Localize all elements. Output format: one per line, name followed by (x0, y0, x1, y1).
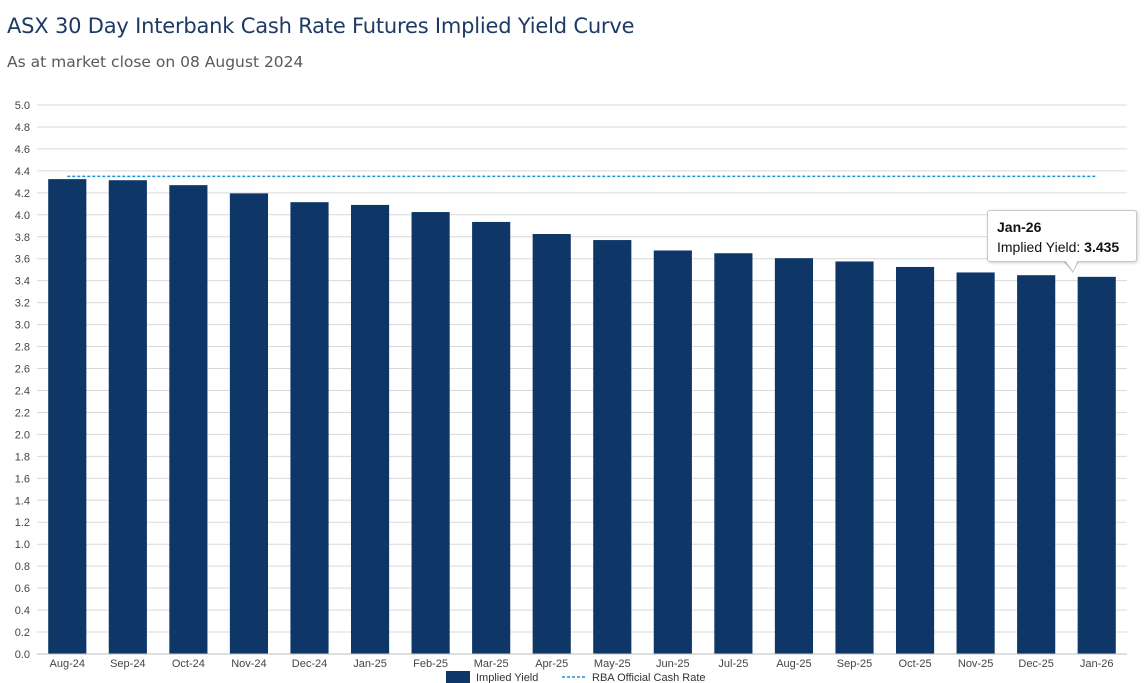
y-tick-label: 0.2 (15, 627, 30, 639)
bar-implied-yield (774, 258, 814, 654)
y-tick-label: 2.6 (15, 364, 30, 376)
bar-implied-yield (1077, 276, 1116, 654)
y-tick-label: 2.2 (15, 407, 30, 419)
data-tooltip: Jan-26 Implied Yield: 3.435 (987, 210, 1137, 262)
x-tick-label: Feb-25 (413, 658, 448, 670)
y-tick-label: 2.0 (15, 429, 30, 441)
x-tick-label: Aug-25 (776, 658, 811, 670)
y-tick-label: 1.6 (15, 473, 30, 485)
bar-implied-yield (956, 272, 995, 654)
bar-implied-yield (350, 204, 390, 654)
x-tick-label: Jan-25 (353, 658, 387, 670)
chart-subtitle: As at market close on 08 August 2024 (7, 53, 304, 71)
legend-label-implied-yield: Implied Yield (476, 672, 538, 683)
x-tick-label: Oct-25 (899, 658, 932, 670)
bar-implied-yield (229, 193, 269, 655)
y-tick-label: 3.4 (15, 276, 30, 288)
y-tick-label: 0.6 (15, 583, 30, 595)
bar-implied-yield (895, 266, 935, 654)
bar-implied-yield (653, 250, 692, 655)
bar-implied-yield (169, 185, 208, 655)
bar-implied-yield (714, 253, 753, 655)
bar-implied-yield (593, 240, 632, 654)
x-tick-label: May-25 (594, 658, 631, 670)
tooltip-label: Implied Yield: (997, 239, 1081, 255)
legend-label-rba-cash-rate: RBA Official Cash Rate (592, 672, 706, 683)
y-tick-label: 1.4 (15, 495, 30, 507)
x-tick-label: Aug-24 (50, 658, 85, 670)
tooltip-value: 3.435 (1084, 239, 1120, 255)
legend-swatch-implied-yield (446, 671, 470, 683)
tooltip-title: Jan-26 (997, 219, 1042, 235)
tooltip-line: Implied Yield: 3.435 (997, 237, 1127, 257)
y-tick-label: 5.0 (15, 100, 30, 112)
bar-implied-yield (411, 212, 450, 654)
bar-implied-yield (532, 234, 571, 654)
y-tick-label: 1.2 (15, 517, 30, 529)
y-tick-label: 2.4 (15, 385, 30, 397)
x-tick-label: Dec-24 (292, 658, 327, 670)
y-tick-label: 3.2 (15, 298, 30, 310)
y-tick-label: 0.0 (15, 649, 30, 661)
bar-implied-yield (835, 261, 874, 654)
y-tick-label: 1.8 (15, 451, 30, 463)
x-tick-label: Sep-25 (837, 658, 872, 670)
y-tick-label: 2.8 (15, 342, 30, 354)
y-tick-label: 0.8 (15, 561, 30, 573)
tooltip-pointer-inner (1065, 260, 1078, 271)
y-tick-label: 4.0 (15, 210, 30, 222)
x-tick-label: Oct-24 (172, 658, 205, 670)
chart-title: ASX 30 Day Interbank Cash Rate Futures I… (7, 14, 635, 38)
x-tick-label: Jun-25 (656, 658, 690, 670)
x-tick-label: Nov-24 (231, 658, 266, 670)
y-tick-label: 3.8 (15, 232, 30, 244)
y-tick-label: 4.4 (15, 166, 30, 178)
x-tick-label: Nov-25 (958, 658, 993, 670)
bar-implied-yield (108, 180, 147, 654)
x-tick-label: Jan-26 (1080, 658, 1114, 670)
x-tick-label: Sep-24 (110, 658, 145, 670)
bar-implied-yield (290, 202, 329, 654)
y-tick-label: 4.2 (15, 188, 30, 200)
bar-implied-yield (48, 179, 87, 655)
x-tick-label: Jul-25 (718, 658, 748, 670)
bar-implied-yield (472, 221, 511, 654)
y-tick-label: 3.0 (15, 320, 30, 332)
x-tick-label: Dec-25 (1018, 658, 1053, 670)
bar-implied-yield (1017, 275, 1056, 654)
y-tick-label: 0.4 (15, 605, 30, 617)
y-tick-label: 4.6 (15, 144, 30, 156)
y-tick-label: 4.8 (15, 122, 30, 134)
y-tick-label: 1.0 (15, 539, 30, 551)
x-tick-label: Mar-25 (474, 658, 509, 670)
y-tick-label: 3.6 (15, 254, 30, 266)
x-tick-label: Apr-25 (535, 658, 568, 670)
